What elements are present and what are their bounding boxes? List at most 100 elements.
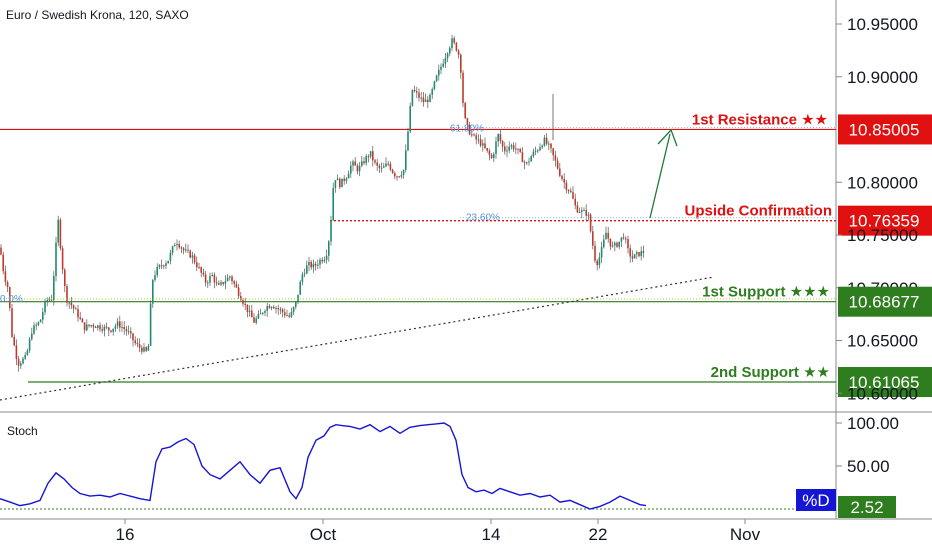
candle-body (545, 137, 548, 144)
candle-body (444, 58, 447, 64)
candle-body (334, 180, 337, 188)
level-label: 2nd Support ★★ (711, 364, 830, 381)
candle-body (391, 169, 394, 173)
stoch-panel: Stoch 100.00 50.00 %D 2.52 (0, 414, 899, 518)
candle-body (427, 99, 429, 102)
candle-body (642, 251, 645, 254)
candle-body (308, 261, 310, 266)
candle-body (83, 322, 86, 331)
price-box (838, 286, 932, 317)
candle-body (596, 260, 598, 266)
candle-body (499, 134, 502, 142)
candle-body (136, 343, 139, 345)
trendline (0, 276, 715, 401)
candle-body (233, 281, 235, 284)
candle-body (215, 282, 218, 284)
candle-body (253, 317, 255, 323)
candle-body (295, 301, 297, 307)
candle-body (35, 324, 37, 326)
candle-body (72, 305, 75, 309)
candle-body (523, 162, 526, 164)
candle-body (167, 260, 169, 264)
candle-body (90, 325, 92, 327)
stoch-legend-box (796, 489, 836, 511)
candle-body (345, 178, 348, 181)
time-tick-label: 14 (482, 525, 501, 544)
candle-body (75, 308, 77, 310)
price-tick-label: 10.75000 (847, 226, 918, 245)
candle-body (275, 307, 277, 309)
candle-body (435, 75, 438, 82)
candle-body (178, 243, 180, 248)
candle-body (539, 147, 541, 151)
candle-body (301, 274, 304, 282)
price-axis: 10.95000 10.90000 10.85005 10.80000 10.76359… (836, 15, 932, 403)
candle-body (42, 312, 44, 320)
candle-body (264, 310, 266, 313)
candle-body (11, 308, 13, 337)
candle-body (248, 310, 251, 312)
candle-body (279, 309, 282, 311)
candle-body (145, 347, 147, 351)
price-tick-label: 10.65000 (847, 332, 918, 351)
candle-body (13, 336, 15, 346)
candle-body (424, 99, 427, 103)
candle-body (314, 263, 317, 266)
candle-body (138, 344, 141, 348)
candle-body (286, 315, 288, 317)
candle-body (70, 302, 73, 306)
candle-body (638, 252, 640, 257)
candle-body (385, 163, 387, 167)
candle-body (251, 310, 253, 318)
level-label: Upside Confirmation (684, 203, 832, 220)
price-tick-label: 10.60000 (847, 384, 918, 403)
candle-body (17, 358, 20, 366)
candle-body (616, 242, 618, 247)
candle-body (31, 333, 33, 340)
candle-body (317, 264, 319, 266)
candle-body (4, 271, 7, 283)
candle-body (625, 238, 627, 240)
candle-body (640, 251, 642, 257)
candle-body (97, 325, 99, 328)
candle-body (374, 160, 376, 163)
chart-frame (0, 0, 932, 520)
candle-body (86, 324, 88, 331)
price-tick-label: 10.90000 (847, 68, 918, 87)
stoch-line (0, 422, 647, 510)
candle-body (378, 165, 381, 168)
candle-body (112, 328, 114, 332)
candle-body (114, 326, 117, 329)
candle-body (534, 150, 537, 152)
candle-body (229, 276, 231, 278)
candle-body (517, 148, 519, 150)
candle-body (79, 317, 81, 319)
candle-body (446, 53, 449, 59)
candle-body (154, 275, 156, 281)
candle-body (609, 238, 612, 247)
candle-body (325, 255, 328, 260)
price-box (838, 367, 932, 398)
candle-body (237, 287, 240, 296)
candle-body (209, 276, 211, 283)
candle-body (583, 210, 585, 212)
candle-body (554, 155, 557, 161)
candle-body (528, 161, 530, 163)
candle-body (598, 257, 601, 266)
candle-body (541, 145, 543, 148)
candle-body (510, 145, 513, 147)
candle-body (449, 47, 451, 54)
candle-body (158, 265, 161, 268)
candle-body (15, 345, 18, 359)
candle-body (171, 246, 174, 253)
candle-body (44, 301, 46, 313)
stoch-tick-label: 100.00 (847, 414, 899, 433)
candle-body (493, 154, 495, 159)
candle-body (585, 210, 587, 216)
candle-body (332, 187, 334, 221)
candle-body (101, 329, 103, 331)
candle-body (380, 167, 383, 169)
candle-body (578, 212, 581, 214)
candle-body (589, 214, 592, 232)
candle-body (284, 312, 286, 316)
